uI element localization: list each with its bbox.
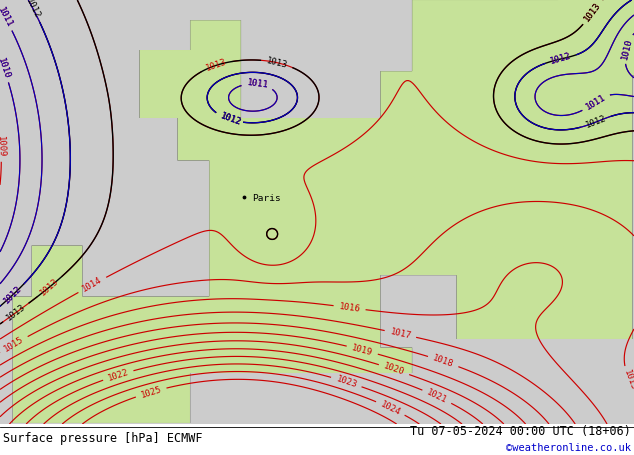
Text: 1018: 1018 (432, 354, 455, 369)
Text: 1023: 1023 (335, 374, 358, 389)
Text: 1015: 1015 (3, 335, 25, 354)
Text: 1015: 1015 (621, 369, 634, 392)
Text: 1024: 1024 (379, 399, 402, 417)
Text: 1013: 1013 (39, 277, 61, 298)
Text: 1013: 1013 (204, 57, 228, 73)
Text: 1025: 1025 (139, 384, 163, 399)
Text: 1011: 1011 (246, 78, 269, 90)
Text: 1020: 1020 (382, 362, 406, 377)
Text: 1009: 1009 (0, 136, 6, 157)
Text: ©weatheronline.co.uk: ©weatheronline.co.uk (506, 443, 631, 453)
Text: 1011: 1011 (585, 92, 607, 111)
Text: 1019: 1019 (351, 343, 374, 357)
Text: 1012: 1012 (584, 114, 607, 130)
Text: 1012: 1012 (219, 111, 242, 127)
Text: 1011: 1011 (0, 5, 14, 29)
Text: 1010: 1010 (620, 37, 633, 61)
Text: Surface pressure [hPa] ECMWF: Surface pressure [hPa] ECMWF (3, 432, 203, 445)
Text: 1012: 1012 (2, 284, 23, 306)
Text: 1012: 1012 (549, 52, 573, 66)
Text: 1010: 1010 (620, 37, 633, 61)
Text: 1012: 1012 (24, 0, 42, 20)
Text: 1016: 1016 (339, 302, 361, 313)
Text: 1013: 1013 (583, 1, 603, 23)
Text: 1010: 1010 (0, 56, 11, 80)
Text: 1011: 1011 (246, 78, 269, 90)
Text: 1012: 1012 (2, 284, 23, 306)
Text: 1017: 1017 (389, 327, 412, 341)
Text: 1022: 1022 (107, 368, 130, 383)
Text: 1013: 1013 (4, 303, 27, 323)
Text: 1012: 1012 (219, 111, 242, 127)
Text: 1013: 1013 (266, 56, 288, 70)
Text: 1010: 1010 (0, 56, 11, 80)
Text: 1011: 1011 (585, 92, 607, 111)
Text: 1013: 1013 (583, 1, 603, 23)
Text: 1014: 1014 (81, 276, 104, 294)
Text: 1011: 1011 (0, 5, 14, 29)
Text: 1012: 1012 (549, 52, 573, 66)
Text: Paris: Paris (252, 193, 280, 202)
Text: 1012: 1012 (219, 111, 242, 127)
Text: 1021: 1021 (425, 388, 449, 405)
Text: Tu 07-05-2024 00:00 UTC (18+06): Tu 07-05-2024 00:00 UTC (18+06) (410, 425, 631, 438)
